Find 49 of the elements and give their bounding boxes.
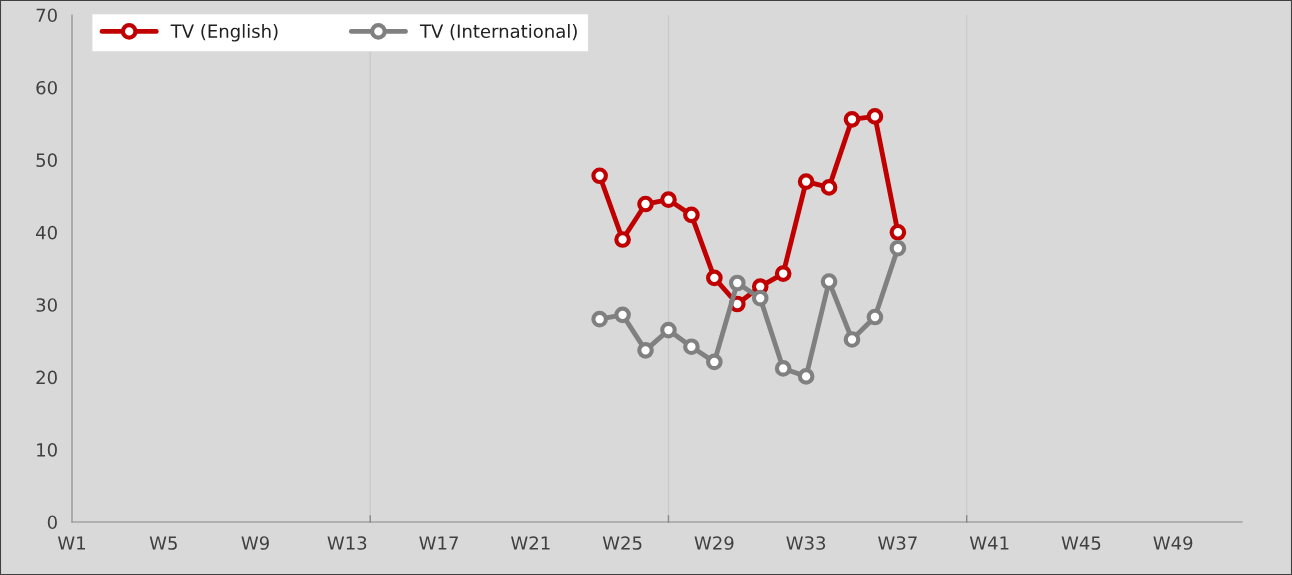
x-tick-label: W5 (149, 536, 177, 550)
point (683, 338, 700, 356)
point (660, 191, 677, 209)
point (637, 342, 654, 359)
x-tick-label: W9 (241, 536, 269, 550)
y-tick-label: 60 (36, 80, 57, 95)
y-tick-label: 70 (36, 8, 57, 23)
x-tick-label: W45 (1061, 536, 1101, 550)
point (774, 265, 792, 282)
x-tick-label: W25 (602, 536, 642, 550)
point (637, 195, 654, 213)
legend-label: TV (International) (419, 24, 577, 41)
y-tick-label: 30 (36, 298, 57, 312)
point (866, 308, 884, 326)
y-tick-label: 50 (36, 153, 57, 167)
point (774, 360, 792, 377)
y-tick-label: 10 (37, 443, 57, 457)
point (614, 231, 631, 248)
point (751, 289, 769, 307)
point (843, 110, 861, 128)
point (591, 310, 608, 328)
point (820, 273, 838, 290)
x-tick-label: W29 (694, 536, 734, 550)
x-tick-label: W37 (878, 536, 917, 550)
point (797, 368, 815, 385)
point (660, 321, 677, 339)
point (820, 179, 838, 196)
point (614, 306, 631, 324)
point (683, 206, 700, 224)
point (843, 331, 861, 348)
point (591, 167, 608, 185)
point (706, 269, 723, 287)
y-tick-label: 0 (47, 515, 57, 530)
point (797, 173, 815, 190)
x-tick-label: W21 (511, 536, 550, 550)
y-tick-label: 40 (36, 225, 57, 240)
legend-label: TV (English) (170, 24, 278, 42)
x-tick-label: W41 (969, 536, 1009, 550)
point (889, 223, 907, 241)
x-tick-label: W49 (1153, 536, 1193, 550)
x-tick-label: W13 (327, 536, 367, 550)
x-tick-label: W17 (419, 536, 458, 550)
x-tick-label: W33 (786, 536, 826, 550)
y-tick-label: 20 (36, 370, 57, 385)
point (866, 108, 884, 125)
point (706, 353, 723, 371)
x-tick-label: W1 (57, 536, 85, 550)
point (728, 274, 746, 292)
point (889, 239, 907, 257)
